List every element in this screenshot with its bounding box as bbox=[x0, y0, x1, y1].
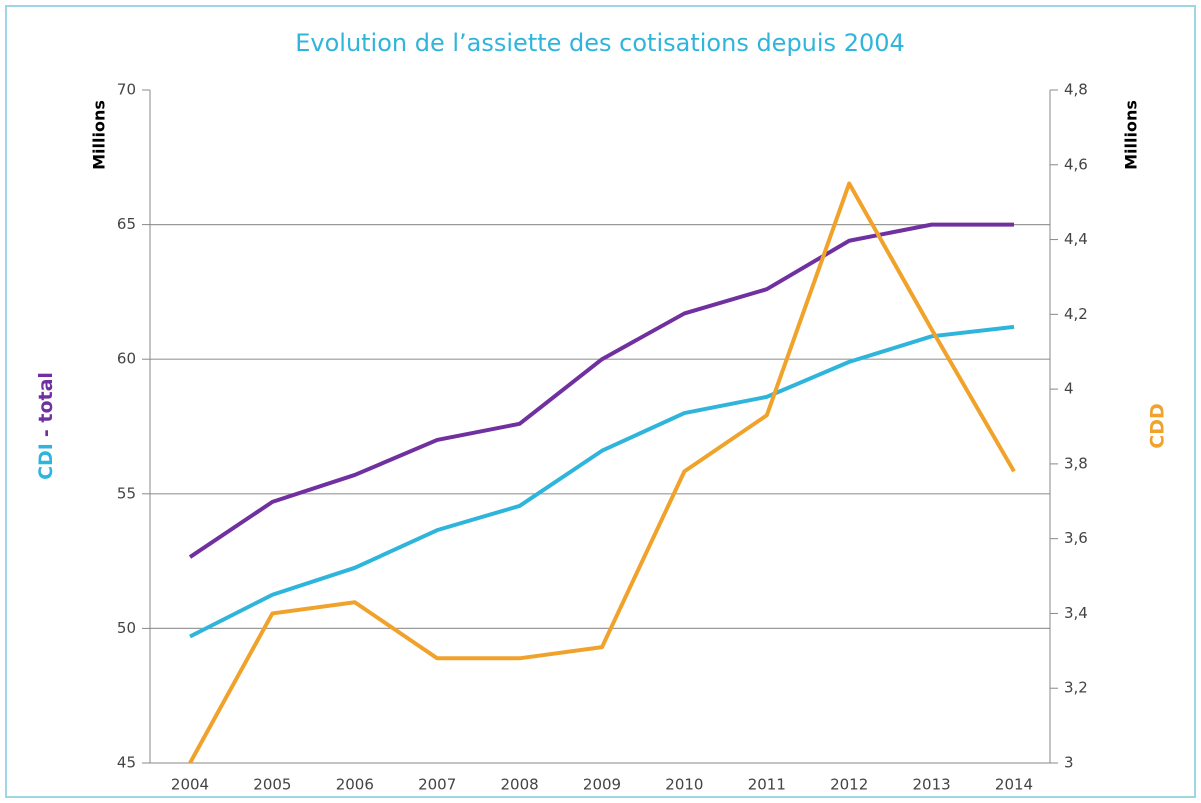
y2-unit: Millions bbox=[1122, 100, 1141, 170]
y-label-part: - total bbox=[35, 372, 57, 437]
y-unit: Millions bbox=[90, 100, 109, 170]
y2-tick-label: 4,8 bbox=[1064, 81, 1088, 99]
y2-tick-label: 3,2 bbox=[1064, 679, 1088, 697]
y-tick-label: 55 bbox=[117, 484, 136, 502]
series-line bbox=[188, 222, 1014, 559]
chart-title: Evolution de l’assiette des cotisations … bbox=[295, 29, 905, 57]
y-tick-label: 70 bbox=[117, 81, 136, 99]
series-line bbox=[188, 181, 1016, 764]
x-tick-label: 2007 bbox=[418, 776, 456, 794]
series-line bbox=[189, 324, 1015, 639]
x-tick-label: 2013 bbox=[913, 776, 951, 794]
y2-tick-label: 4 bbox=[1064, 380, 1074, 398]
y2-tick-label: 3 bbox=[1064, 754, 1074, 772]
y2-tick-label: 3,4 bbox=[1064, 604, 1088, 622]
y-label: CDI - total bbox=[35, 372, 57, 480]
y2-tick-label: 4,2 bbox=[1064, 305, 1088, 323]
y-tick-label: 50 bbox=[117, 619, 136, 637]
y-label-part: CDI bbox=[35, 443, 57, 480]
x-tick-label: 2010 bbox=[665, 776, 703, 794]
x-tick-label: 2008 bbox=[501, 776, 539, 794]
y2-tick-label: 3,8 bbox=[1064, 454, 1088, 472]
y2-label: CDD bbox=[1147, 403, 1169, 449]
x-tick-label: 2006 bbox=[336, 776, 374, 794]
y-tick-label: 45 bbox=[117, 754, 136, 772]
y2-tick-label: 4,4 bbox=[1064, 230, 1088, 248]
frame bbox=[5, 5, 1196, 798]
x-tick-label: 2009 bbox=[583, 776, 621, 794]
y-tick-label: 65 bbox=[117, 215, 136, 233]
y2-tick-label: 4,6 bbox=[1064, 155, 1088, 173]
y-tick-label: 60 bbox=[117, 350, 136, 368]
x-tick-label: 2011 bbox=[748, 776, 786, 794]
x-tick-label: 2004 bbox=[171, 776, 209, 794]
x-tick-label: 2005 bbox=[253, 776, 291, 794]
y2-tick-label: 3,6 bbox=[1064, 529, 1088, 547]
x-tick-label: 2014 bbox=[995, 776, 1033, 794]
x-tick-label: 2012 bbox=[830, 776, 868, 794]
